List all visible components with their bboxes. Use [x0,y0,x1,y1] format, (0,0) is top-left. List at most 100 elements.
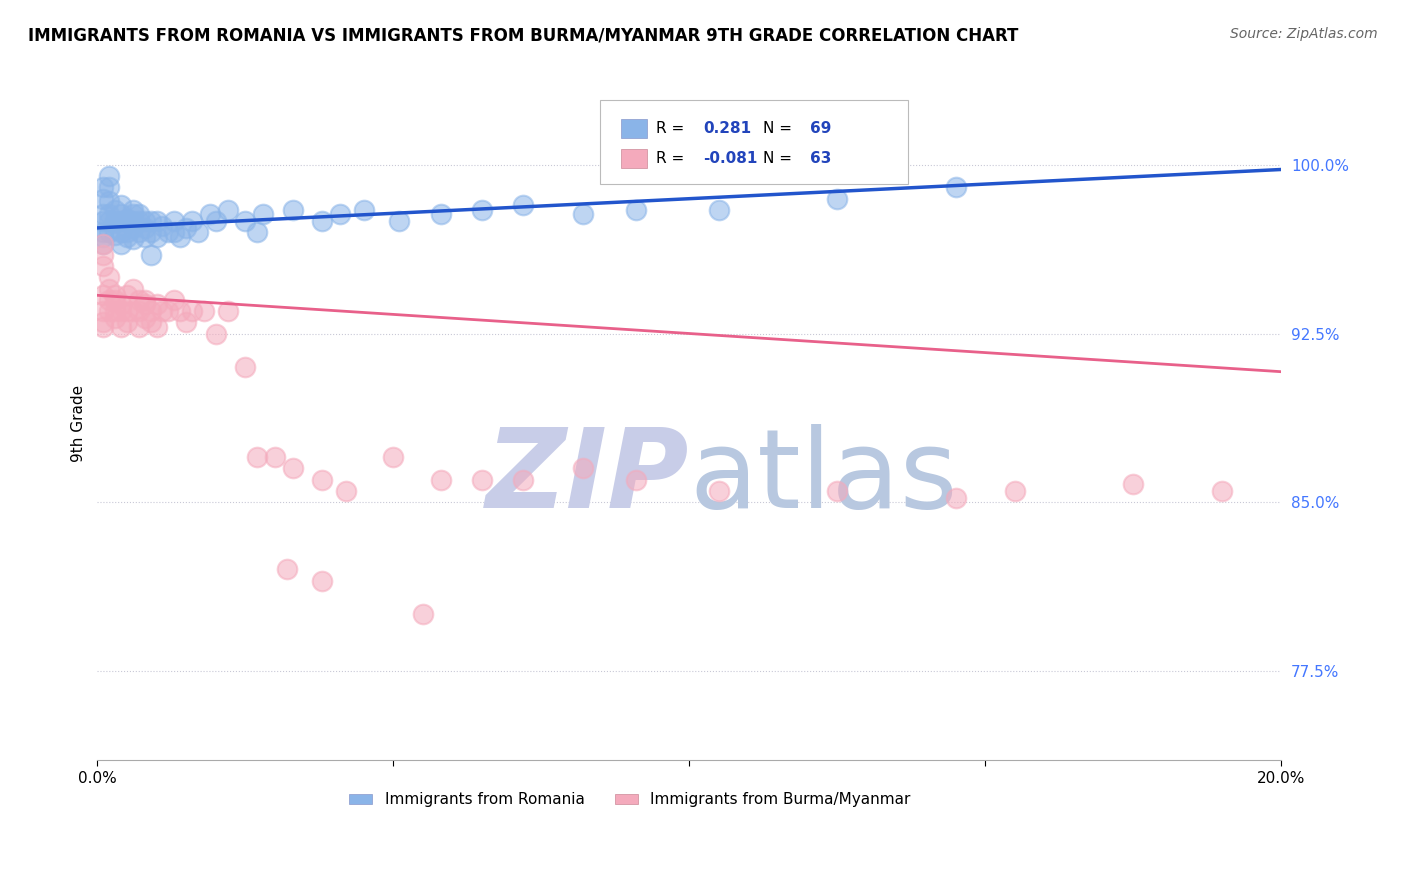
Point [264,450,287,464]
Point [1122,477,1144,491]
Point [128,226,150,240]
Text: 0.281: 0.281 [703,121,752,136]
Point [128,293,150,307]
Point [104,202,127,217]
Point [121,304,143,318]
Point [91,259,114,273]
Point [429,207,451,221]
Point [115,211,138,226]
Point [169,304,191,318]
Text: 69: 69 [810,121,831,136]
Point [115,304,138,318]
Point [471,473,494,487]
Point [121,202,143,217]
Point [217,202,239,217]
Point [91,230,114,244]
Point [110,319,132,334]
Point [571,461,593,475]
Point [134,214,156,228]
Point [134,230,156,244]
Point [382,450,405,464]
Point [707,202,730,217]
Point [163,214,186,228]
Point [91,248,114,262]
Point [121,282,143,296]
Point [512,198,534,212]
Text: IMMIGRANTS FROM ROMANIA VS IMMIGRANTS FROM BURMA/MYANMAR 9TH GRADE CORRELATION C: IMMIGRANTS FROM ROMANIA VS IMMIGRANTS FR… [28,27,1018,45]
Point [152,219,174,233]
Point [91,236,114,251]
Point [139,248,162,262]
Point [152,304,174,318]
Point [91,315,114,329]
Point [174,315,197,329]
Point [193,304,215,318]
Point [134,297,156,311]
Point [246,450,269,464]
Point [98,282,121,296]
Bar [620,120,647,138]
Point [98,169,121,184]
Point [121,232,143,246]
Point [139,226,162,240]
Text: R =: R = [657,151,689,166]
Point [471,202,494,217]
Point [121,207,143,221]
Point [115,315,138,329]
Point [157,226,180,240]
Point [163,226,186,240]
Point [139,214,162,228]
Point [353,202,375,217]
Point [121,214,143,228]
FancyBboxPatch shape [600,100,908,184]
Text: N =: N = [762,121,796,136]
Point [115,226,138,240]
Point [311,214,333,228]
Point [91,288,114,302]
Point [91,180,114,194]
Point [104,214,127,228]
Point [98,270,121,285]
Point [198,207,221,221]
Legend: Immigrants from Romania, Immigrants from Burma/Myanmar: Immigrants from Romania, Immigrants from… [343,786,917,814]
Point [624,202,647,217]
Point [128,304,150,318]
Point [945,491,967,505]
Point [91,226,114,240]
Point [98,304,121,318]
Text: Source: ZipAtlas.com: Source: ZipAtlas.com [1230,27,1378,41]
Point [571,207,593,221]
Text: N =: N = [762,151,796,166]
Point [104,304,127,318]
Point [217,304,239,318]
Point [311,574,333,588]
Text: -0.081: -0.081 [703,151,758,166]
Point [110,236,132,251]
Point [104,310,127,325]
Point [91,319,114,334]
Text: 63: 63 [810,151,831,166]
Text: ZIP: ZIP [485,424,689,531]
Point [145,230,167,244]
Point [281,202,304,217]
Point [204,214,226,228]
Point [98,226,121,240]
Point [134,310,156,325]
Point [115,230,138,244]
Point [945,180,967,194]
Point [134,220,156,235]
Point [104,227,127,242]
Point [91,236,114,251]
Point [110,198,132,212]
Point [246,226,269,240]
Point [139,304,162,318]
Point [181,214,204,228]
Point [187,226,209,240]
Point [145,214,167,228]
Point [91,304,114,318]
Point [98,194,121,208]
Point [181,304,204,318]
Point [412,607,434,622]
Point [276,562,298,576]
Point [707,483,730,498]
